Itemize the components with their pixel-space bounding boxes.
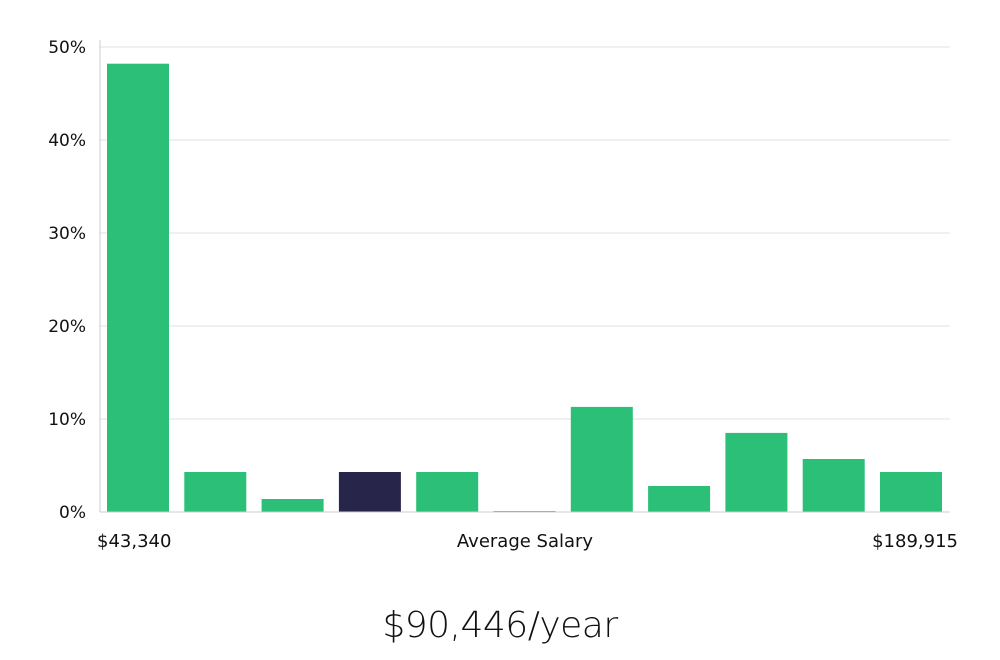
salary-histogram-chart: 0% 10% 20% 30% 40% 50% $43,340 Average Salary… <box>48 38 958 552</box>
y-tick-label-30: 30% <box>48 224 86 244</box>
bar-highlighted <box>338 472 401 512</box>
y-tick-label-10: 10% <box>48 410 86 430</box>
bar-1 <box>184 472 247 512</box>
x-axis-min-label: $43,340 <box>97 531 171 552</box>
bar-7 <box>648 486 711 512</box>
bar-9 <box>802 459 865 512</box>
bars <box>107 63 942 512</box>
grid-lines <box>100 46 950 420</box>
bar-0 <box>107 63 169 512</box>
bar-10 <box>880 472 942 512</box>
y-axis-tick-labels: 0% 10% 20% 30% 40% 50% <box>48 38 86 523</box>
y-tick-label-20: 20% <box>48 317 86 337</box>
bar-6 <box>570 406 633 512</box>
bar-4 <box>416 472 479 512</box>
bar-8 <box>725 432 788 512</box>
bar-2 <box>261 499 324 512</box>
y-tick-label-50: 50% <box>48 38 86 58</box>
x-axis-max-label: $189,915 <box>872 531 958 552</box>
y-tick-label-0: 0% <box>59 503 86 523</box>
y-tick-label-40: 40% <box>48 131 86 151</box>
x-axis-title: Average Salary <box>457 531 594 552</box>
average-salary-headline: $90,446/year <box>382 605 618 646</box>
